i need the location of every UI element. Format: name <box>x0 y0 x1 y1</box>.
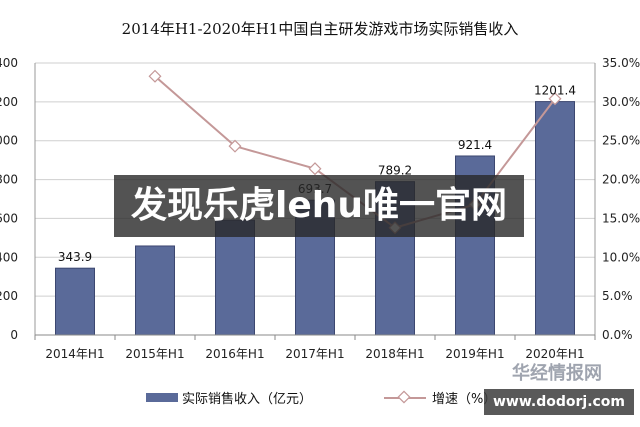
x-tick-label: 2014年H1 <box>45 347 104 361</box>
y-left-tick-label: 1200 <box>0 95 18 109</box>
x-tick-label: 2017年H1 <box>285 347 344 361</box>
x-tick-label: 2018年H1 <box>365 347 424 361</box>
x-tick-label: 2019年H1 <box>445 347 504 361</box>
y-left-tick-label: 200 <box>0 289 18 303</box>
bar <box>215 219 255 336</box>
data-label: 1201.4 <box>534 84 576 98</box>
data-label: 789.2 <box>378 164 412 178</box>
y-right-tick-label: 5.0% <box>602 289 633 303</box>
y-right-tick-label: 30.0% <box>602 95 640 109</box>
y-right-tick-label: 0.0% <box>602 328 633 342</box>
legend-bar-swatch <box>146 393 178 402</box>
y-axis-left: 0 200 400 600 800 1000 1200 1400 <box>0 56 36 342</box>
legend-bar-label: 实际销售收入（亿元） <box>182 391 312 407</box>
x-tick-label: 2016年H1 <box>205 347 264 361</box>
data-label: 343.9 <box>58 250 92 264</box>
x-tick-label: 2020年H1 <box>525 347 584 361</box>
legend-line-marker <box>397 390 411 404</box>
y-axis-right: 0.0% 5.0% 10.0% 15.0% 20.0% 25.0% 30.0% 35.0% <box>594 56 640 342</box>
y-right-tick-label: 35.0% <box>602 56 640 70</box>
overlay-banner: 发现乐虎lehu唯一官网 <box>114 175 524 237</box>
legend: 实际销售收入（亿元） 增速（%） <box>146 390 496 407</box>
growth-point <box>308 162 322 176</box>
y-right-tick-label: 15.0% <box>602 211 640 225</box>
bar <box>135 245 175 336</box>
bar <box>535 101 575 336</box>
y-left-tick-label: 600 <box>0 211 18 225</box>
chart-title: 2014年H1-2020年H1中国自主研发游戏市场实际销售收入 <box>122 20 519 38</box>
x-tick-label: 2015年H1 <box>125 347 184 361</box>
y-right-tick-label: 10.0% <box>602 250 640 264</box>
y-left-tick-label: 400 <box>0 250 18 264</box>
watermark-url: www.dodorj.com <box>484 389 634 415</box>
x-axis: 2014年H1 2015年H1 2016年H1 2017年H1 2018年H1 2019年… <box>34 334 596 361</box>
y-right-tick-label: 25.0% <box>602 134 640 148</box>
y-right-tick-label: 20.0% <box>602 173 640 187</box>
growth-point <box>148 69 162 83</box>
legend-line-label: 增速（%） <box>432 392 496 407</box>
y-left-tick-label: 800 <box>0 173 18 187</box>
watermark-site-name: 华经情报网 <box>512 363 602 384</box>
y-left-tick-label: 1400 <box>0 56 18 70</box>
y-left-tick-label: 1000 <box>0 134 18 148</box>
bar <box>55 267 95 336</box>
data-label: 921.4 <box>458 138 492 152</box>
growth-point <box>228 139 242 153</box>
y-left-tick-label: 0 <box>10 328 18 342</box>
growth-point <box>548 92 562 106</box>
